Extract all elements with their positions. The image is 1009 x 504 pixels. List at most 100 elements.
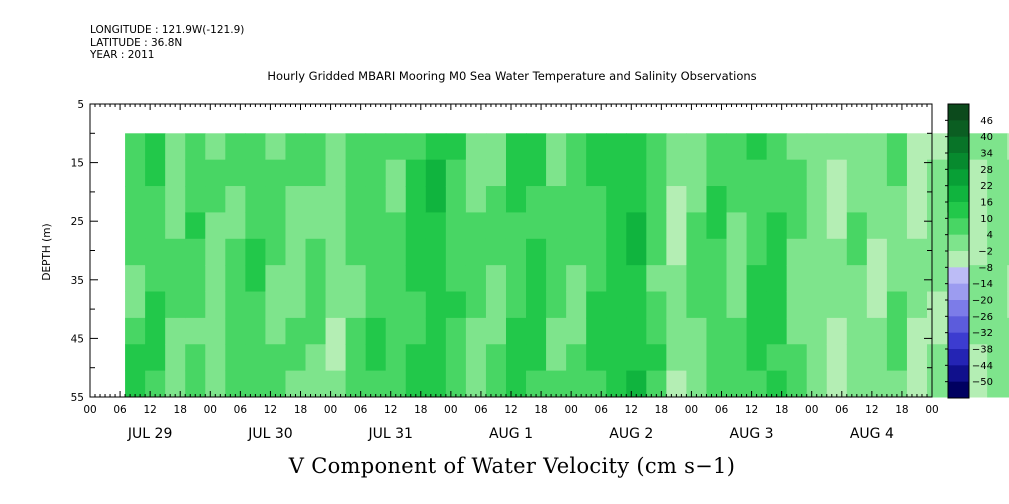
- heatmap-cell: [846, 212, 868, 240]
- heatmap-cell: [666, 133, 687, 161]
- heatmap-cell: [826, 186, 848, 213]
- heatmap-cell: [445, 133, 467, 161]
- heatmap-cell: [145, 159, 166, 187]
- heatmap-cell: [225, 265, 246, 293]
- heatmap-cell: [345, 238, 367, 266]
- colorbar-label: −20: [972, 296, 993, 307]
- heatmap-cell: [987, 133, 1008, 161]
- heatmap-cell: [445, 317, 467, 345]
- heatmap-cell: [265, 265, 286, 293]
- heatmap-cell: [606, 133, 627, 161]
- heatmap-cell: [225, 344, 246, 372]
- heatmap-cell: [125, 186, 146, 213]
- colorbar-swatch: [948, 136, 969, 154]
- heatmap-cell: [305, 133, 327, 161]
- x-tick-label: 06: [835, 404, 849, 416]
- heatmap-cell: [305, 317, 327, 345]
- heatmap-cell: [786, 186, 808, 213]
- heatmap-cell: [606, 265, 627, 293]
- heatmap-cell: [485, 159, 507, 187]
- heatmap-cell: [445, 291, 467, 319]
- heatmap-cell: [345, 370, 367, 398]
- heatmap-cell: [225, 133, 246, 161]
- x-tick-label: 00: [83, 404, 96, 416]
- heatmap-cell: [345, 317, 367, 345]
- heatmap-cell: [586, 265, 607, 293]
- heatmap-cell: [666, 370, 687, 398]
- heatmap-cell: [686, 212, 707, 240]
- heatmap-cell: [125, 159, 146, 187]
- heatmap-cell: [686, 238, 707, 266]
- heatmap-cell: [265, 212, 286, 240]
- heatmap-cell: [566, 159, 587, 187]
- heatmap-cell: [706, 265, 728, 293]
- x-tick-label: 12: [865, 404, 878, 416]
- heatmap-cell: [465, 344, 487, 372]
- heatmap-cell: [746, 238, 768, 266]
- heatmap-cell: [305, 370, 327, 398]
- heatmap-cell: [706, 291, 728, 319]
- heatmap-cell: [505, 212, 527, 240]
- heatmap-cell: [485, 133, 507, 161]
- heatmap-cell: [786, 133, 808, 161]
- heatmap-cell: [265, 159, 286, 187]
- heatmap-cell: [786, 291, 808, 319]
- heatmap-cell: [566, 133, 587, 161]
- heatmap-cell: [646, 317, 667, 345]
- x-day-label: JUL 29: [127, 426, 172, 442]
- heatmap-cell: [886, 238, 908, 266]
- heatmap-cell: [165, 265, 186, 293]
- heatmap-cell: [766, 344, 788, 372]
- heatmap-cell: [626, 212, 647, 240]
- heatmap-cell: [165, 212, 186, 240]
- heatmap-cell: [906, 159, 928, 187]
- colorbar-label: 40: [980, 132, 993, 143]
- heatmap-cell: [967, 370, 988, 398]
- heatmap-cell: [445, 265, 467, 293]
- heatmap-cell: [546, 344, 567, 372]
- heatmap-cell: [646, 133, 667, 161]
- heatmap-cell: [686, 370, 707, 398]
- heatmap-cell: [726, 291, 748, 319]
- heatmap-cell: [305, 344, 327, 372]
- colorbar-swatch: [948, 202, 969, 219]
- heatmap-cell: [866, 186, 888, 213]
- heatmap-cell: [205, 370, 226, 398]
- heatmap-cell: [826, 133, 848, 161]
- heatmap-cell: [926, 133, 948, 161]
- heatmap-cell: [465, 212, 487, 240]
- colorbar-label: −32: [972, 328, 993, 339]
- heatmap-cell: [245, 186, 266, 213]
- heatmap-cell: [586, 317, 607, 345]
- colorbar-label: 4: [987, 230, 993, 241]
- heatmap-cell: [726, 186, 748, 213]
- heatmap-cell: [485, 344, 507, 372]
- heatmap-cell: [626, 186, 647, 213]
- heatmap-cell: [906, 186, 928, 213]
- heatmap-cell: [646, 265, 667, 293]
- heatmap-cell: [926, 186, 948, 213]
- heatmap-cell: [185, 370, 206, 398]
- x-tick-label: 18: [895, 404, 908, 416]
- heatmap-cell: [505, 133, 527, 161]
- heatmap-cell: [445, 212, 467, 240]
- heatmap-cell: [886, 344, 908, 372]
- y-tick-label: 55: [71, 392, 84, 404]
- heatmap-cell: [465, 133, 487, 161]
- heatmap-cell: [465, 370, 487, 398]
- x-tick-label: 12: [264, 404, 277, 416]
- heatmap-cell: [225, 291, 246, 319]
- colorbar-label: 10: [980, 214, 993, 225]
- heatmap-cell: [706, 212, 728, 240]
- heatmap-cell: [365, 238, 387, 266]
- heatmap-cell: [285, 370, 307, 398]
- x-tick-label: 18: [294, 404, 307, 416]
- heatmap-cell: [505, 344, 527, 372]
- heatmap-cell: [546, 238, 567, 266]
- colorbar-label: 22: [980, 181, 993, 192]
- heatmap-cell: [1007, 265, 1009, 293]
- heatmap-cell: [906, 370, 928, 398]
- heatmap-cell: [245, 291, 266, 319]
- x-tick-label: 00: [324, 404, 337, 416]
- heatmap-cell: [566, 265, 587, 293]
